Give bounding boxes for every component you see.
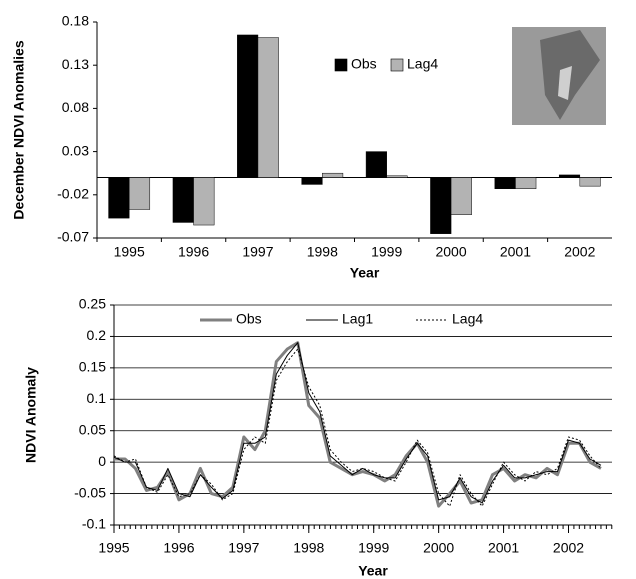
y-tick-label: 0	[98, 453, 106, 469]
y-tick-label: -0.02	[57, 186, 89, 202]
x-tick-label: 1996	[178, 244, 209, 260]
legend-label: Obs	[236, 311, 262, 327]
legend-label: Lag4	[452, 311, 483, 327]
x-tick-label: 1997	[228, 540, 259, 556]
bar	[194, 178, 215, 226]
y-tick-label: -0.07	[57, 229, 89, 245]
bar	[258, 38, 279, 178]
legend-label: Obs	[351, 56, 377, 72]
bar	[515, 178, 536, 189]
y-tick-label: 0.25	[79, 296, 106, 312]
x-axis-title: Year	[358, 563, 388, 579]
legend-label: Lag4	[407, 56, 438, 72]
y-tick-label: 0.2	[87, 327, 107, 343]
y-axis-title: December NDVI Anomalies	[11, 40, 27, 219]
bar	[559, 175, 580, 178]
x-tick-label: 1995	[114, 244, 145, 260]
y-tick-label: 0.18	[62, 13, 89, 29]
bar	[495, 178, 516, 189]
x-tick-label: 1998	[293, 540, 324, 556]
x-tick-label: 2001	[488, 540, 519, 556]
legend-swatch	[335, 59, 347, 71]
x-tick-label: 2002	[564, 244, 595, 260]
x-tick-label: 1998	[307, 244, 338, 260]
bar	[580, 178, 601, 187]
y-tick-label: 0.1	[87, 390, 107, 406]
x-axis-title: Year	[350, 265, 380, 281]
inset-map	[512, 27, 606, 125]
x-tick-label: 1995	[98, 540, 129, 556]
bar	[322, 173, 343, 177]
x-tick-label: 1999	[358, 540, 389, 556]
x-tick-label: 1996	[163, 540, 194, 556]
line-series	[114, 349, 601, 506]
y-tick-label: 0.13	[62, 56, 89, 72]
x-tick-label: 1997	[242, 244, 273, 260]
bar	[387, 176, 408, 178]
y-tick-label: -0.05	[74, 484, 106, 500]
y-tick-label: 0.15	[79, 359, 106, 375]
y-tick-label: -0.1	[82, 516, 106, 532]
bar	[237, 35, 258, 178]
bar	[129, 178, 150, 210]
x-tick-label: 2002	[553, 540, 584, 556]
y-axis-title: NDVI Anomaly	[23, 367, 39, 463]
x-tick-label: 1999	[371, 244, 402, 260]
x-tick-label: 2000	[435, 244, 466, 260]
bar	[173, 178, 194, 223]
legend-label: Lag1	[342, 311, 373, 327]
x-tick-label: 2001	[500, 244, 531, 260]
bar	[430, 178, 451, 234]
line-series	[114, 343, 601, 506]
figure: -0.07 -0.02 0.03 0.08 0.13 0.18 December NDVI …	[0, 0, 636, 579]
x-tick-label: 2000	[423, 540, 454, 556]
legend-swatch	[391, 59, 403, 71]
bar	[109, 178, 130, 219]
bar	[302, 178, 323, 185]
y-tick-label: 0.05	[79, 421, 106, 437]
bar	[451, 178, 472, 215]
y-tick-label: 0.03	[62, 142, 89, 158]
y-tick-label: 0.08	[62, 99, 89, 115]
bar	[366, 152, 387, 178]
